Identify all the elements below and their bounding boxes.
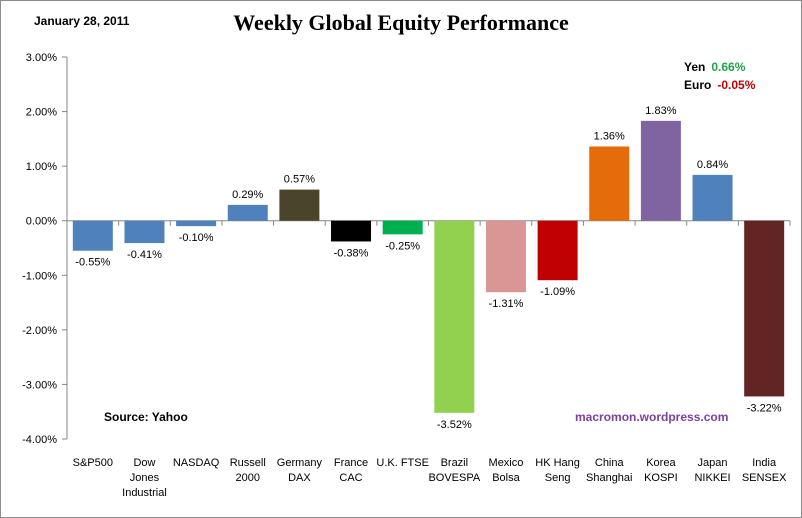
fx-yen-value: 0.66% (711, 60, 746, 74)
credit-note: macromon.wordpress.com (575, 410, 729, 424)
category-label-line: Korea (646, 457, 676, 469)
chart-title: Weekly Global Equity Performance (233, 10, 569, 35)
category-label-line: Industrial (122, 487, 167, 499)
category-label-line: Bolsa (492, 472, 520, 484)
category-label: France CAC (334, 457, 368, 484)
bar-value-label: 1.83% (645, 105, 676, 117)
category-label-line: Japan (698, 457, 728, 469)
bar-value-label: 0.84% (697, 159, 728, 171)
fx-yen: Yen 0.66% (684, 60, 745, 74)
report-date: January 28, 2011 (34, 14, 130, 28)
category-label: India SENSEX (742, 457, 787, 484)
bar (434, 220, 475, 413)
category-label: Japan NIKKEI (694, 457, 730, 484)
category-labels: S&P500 Dow Jones Industrial NASDAQ Russell 200… (73, 457, 788, 499)
category-label-line: 2000 (236, 472, 260, 484)
category-label: Dow Jones Industrial (122, 457, 167, 499)
category-label-line: U.K. FTSE (376, 457, 429, 469)
y-tick-label: -4.00% (22, 434, 57, 446)
source-note: Source: Yahoo (104, 410, 188, 424)
category-label-line: Dow (133, 457, 155, 469)
fx-euro: Euro -0.05% (684, 78, 755, 92)
bar (589, 146, 630, 221)
category-label: Germany DAX (277, 457, 323, 484)
bar-value-label: -1.31% (489, 298, 524, 310)
category-label: NASDAQ (173, 457, 220, 469)
y-tick-label: 2.00% (26, 107, 57, 119)
category-label-line: Germany (277, 457, 323, 469)
bar (331, 220, 372, 242)
bar-value-label: -3.52% (437, 419, 472, 431)
category-label: U.K. FTSE (376, 457, 429, 469)
category-label: China Shanghai (586, 457, 633, 484)
y-tick-label: -3.00% (22, 379, 57, 391)
category-label-line: NIKKEI (694, 472, 730, 484)
y-tick-label: 1.00% (26, 161, 57, 173)
bar (72, 220, 113, 251)
category-label-line: BOVESPA (428, 472, 480, 484)
category-label: Brazil BOVESPA (428, 457, 480, 484)
y-tick-label: 3.00% (26, 52, 57, 64)
bar-value-label: -1.09% (540, 286, 575, 298)
bar (176, 220, 217, 227)
category-label-line: HK Hang (535, 457, 580, 469)
fx-euro-value: -0.05% (717, 78, 756, 92)
category-label: Russell 2000 (230, 457, 266, 484)
y-tick-label: -2.00% (22, 325, 57, 337)
category-label-line: India (752, 457, 777, 469)
y-tick-label: -1.00% (22, 270, 57, 282)
bar (485, 220, 526, 293)
category-label-line: Shanghai (586, 472, 633, 484)
fx-yen-label: Yen (684, 60, 706, 74)
category-label-line: Jones (130, 472, 160, 484)
bar-value-label: 0.29% (232, 189, 263, 201)
bars (72, 120, 785, 413)
category-label-line: China (595, 457, 625, 469)
category-label-line: NASDAQ (173, 457, 220, 469)
bar (537, 220, 578, 281)
bar-value-label: -0.38% (334, 247, 369, 259)
y-tick-label: 0.00% (26, 216, 57, 228)
category-label-line: S&P500 (73, 457, 113, 469)
bar-value-label: -3.22% (747, 402, 782, 414)
bar-value-label: -0.55% (75, 257, 110, 269)
category-label: Korea KOSPI (644, 457, 678, 484)
x-axis (66, 220, 791, 226)
category-label: HK Hang Seng (535, 457, 580, 484)
bar (692, 174, 733, 221)
category-label-line: DAX (288, 472, 311, 484)
category-label: Mexico Bolsa (489, 457, 524, 484)
bar (382, 220, 423, 235)
bar (744, 220, 785, 397)
bar (124, 220, 165, 244)
category-label: S&P500 (73, 457, 113, 469)
category-label-line: SENSEX (742, 472, 787, 484)
bar-value-label: -0.10% (179, 232, 214, 244)
category-label-line: Russell (230, 457, 266, 469)
bar-value-label: -0.41% (127, 249, 162, 261)
bar (227, 204, 268, 221)
y-axis: 3.00% 2.00% 1.00% 0.00% -1.00% -2.00% -3.00% -4… (22, 52, 68, 446)
category-label-line: Mexico (489, 457, 524, 469)
category-label-line: France (334, 457, 368, 469)
category-label-line: Brazil (441, 457, 469, 469)
category-label-line: KOSPI (644, 472, 678, 484)
bar-value-label: 1.36% (594, 130, 625, 142)
bar (640, 120, 681, 221)
fx-euro-label: Euro (684, 78, 712, 92)
bar-value-labels: -0.55% -0.41% -0.10% 0.29% 0.57% -0.38% -0.25%… (75, 105, 781, 431)
category-label-line: Seng (545, 472, 571, 484)
bar-value-label: 0.57% (284, 174, 315, 186)
bar (279, 189, 320, 221)
category-label-line: CAC (339, 472, 362, 484)
bar-value-label: -0.25% (385, 240, 420, 252)
